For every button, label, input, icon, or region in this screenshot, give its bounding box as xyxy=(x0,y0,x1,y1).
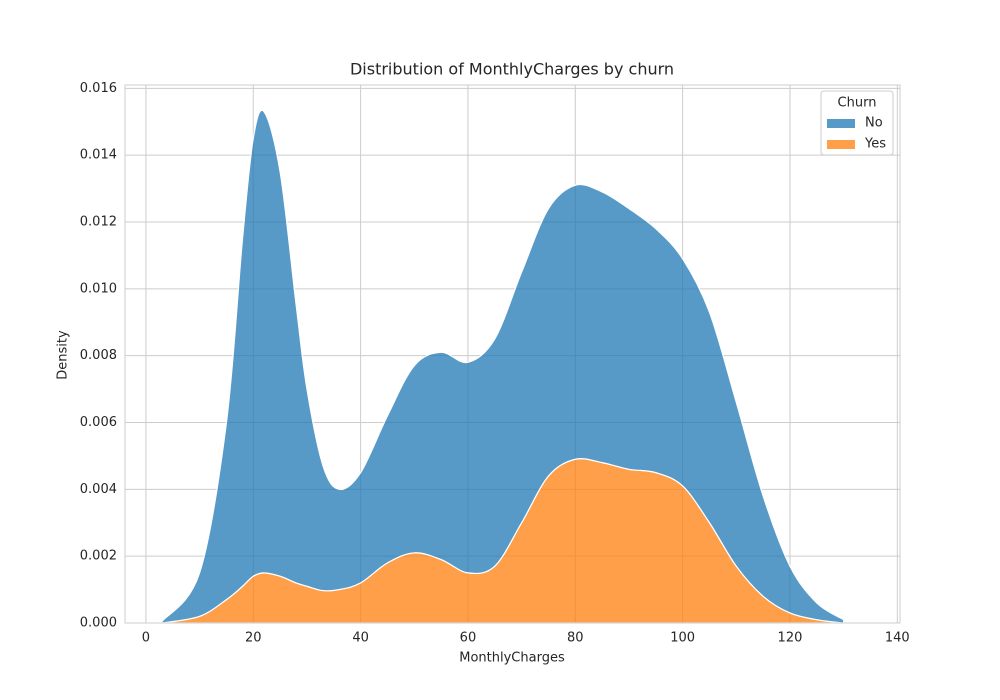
y-tick-label: 0.000 xyxy=(80,616,117,631)
y-tick-label: 0.002 xyxy=(80,549,117,564)
y-tick-label: 0.004 xyxy=(80,482,117,497)
x-tick-label: 60 xyxy=(460,631,477,646)
plot-frame xyxy=(124,84,901,624)
y-tick-label: 0.006 xyxy=(80,415,117,430)
y-tick-label: 0.012 xyxy=(80,215,117,230)
x-tick-label: 120 xyxy=(778,631,803,646)
area xyxy=(161,109,845,624)
x-tick-label: 20 xyxy=(245,631,262,646)
y-tick-label: 0.014 xyxy=(80,148,117,163)
legend-label: No xyxy=(865,116,883,131)
y-tick-label: 0.010 xyxy=(80,281,117,296)
x-axis-label: MonthlyCharges xyxy=(459,651,565,666)
x-tick-label: 140 xyxy=(885,631,910,646)
legend-swatch xyxy=(827,140,855,149)
chart-title: Distribution of MonthlyCharges by churn xyxy=(350,60,674,79)
x-tick-label: 80 xyxy=(567,631,584,646)
y-axis-label: Density xyxy=(56,330,71,380)
x-tick-label: 100 xyxy=(670,631,695,646)
x-tick-label: 40 xyxy=(352,631,369,646)
x-tick-label: 0 xyxy=(142,631,150,646)
y-tick-label: 0.008 xyxy=(80,348,117,363)
legend-label: Yes xyxy=(864,137,886,152)
legend-swatch xyxy=(827,119,855,128)
legend-box xyxy=(820,90,894,156)
legend-title: Churn xyxy=(838,96,877,111)
y-tick-label: 0.016 xyxy=(80,81,117,96)
